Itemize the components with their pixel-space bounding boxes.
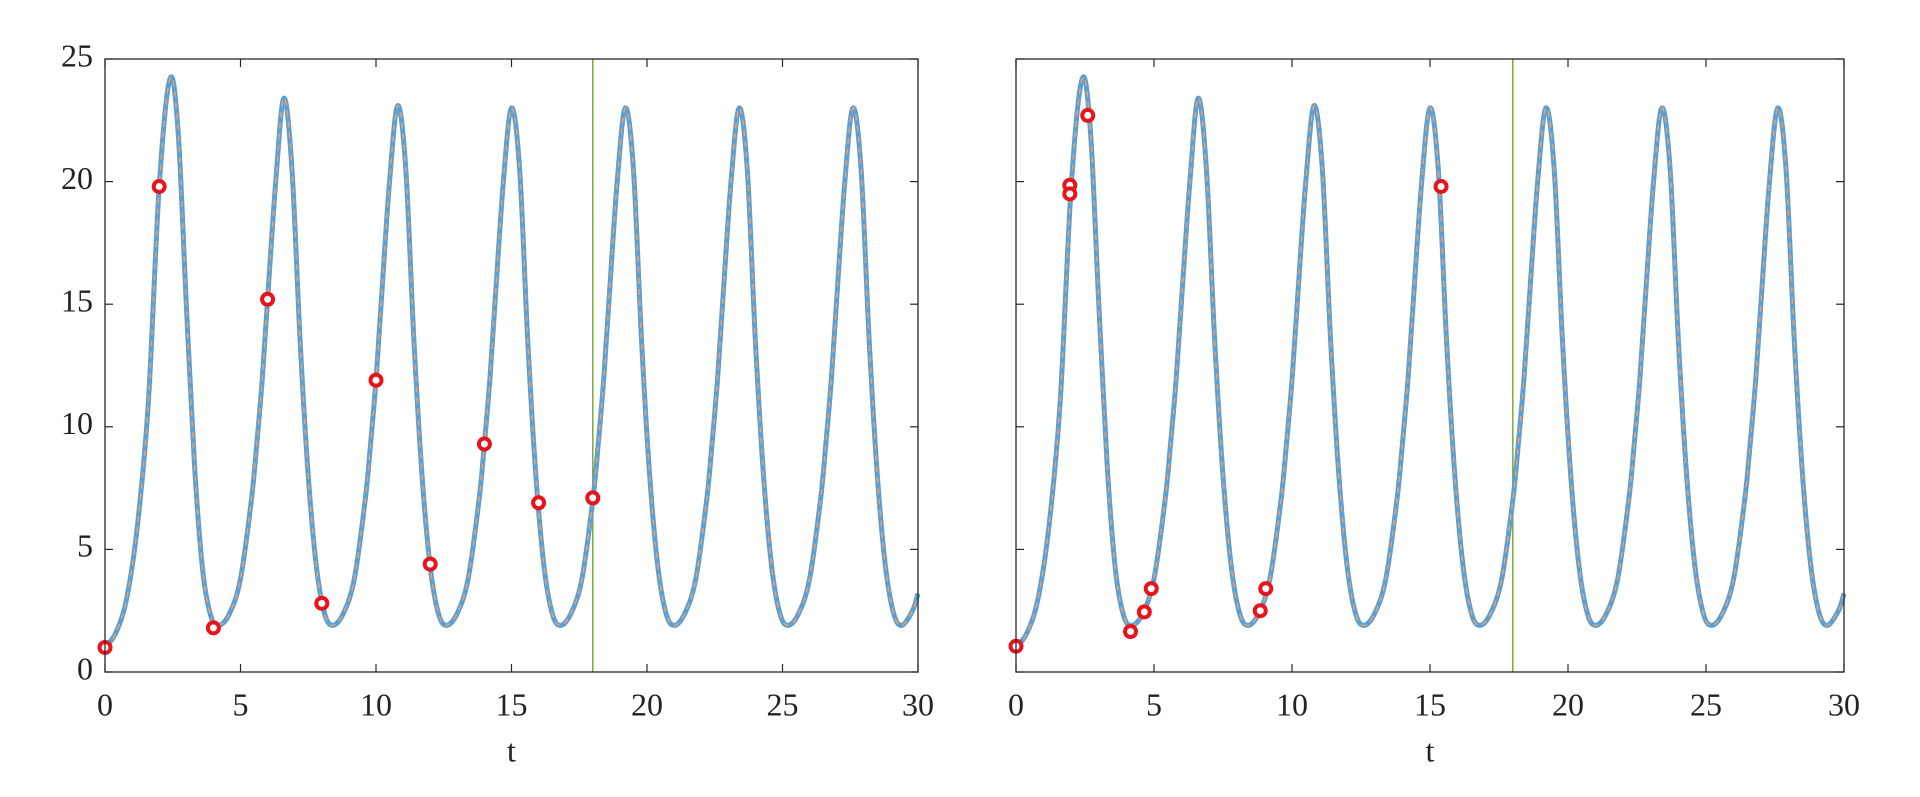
data-point — [1136, 604, 1152, 620]
x-tick-label: 5 — [1146, 686, 1162, 722]
y-tick-label: 25 — [61, 37, 93, 73]
data-point — [368, 372, 384, 388]
data-point — [585, 490, 601, 506]
x-tick-label: 0 — [97, 686, 113, 722]
data-point — [205, 620, 221, 636]
data-point — [1080, 107, 1096, 123]
y-tick-label: 0 — [77, 650, 93, 686]
x-tick-label: 25 — [1690, 686, 1722, 722]
axes-frame — [104, 58, 919, 673]
x-tick-label: 5 — [233, 686, 249, 722]
x-tick-label: 25 — [767, 686, 799, 722]
x-tick-label: 30 — [902, 686, 934, 722]
x-tick-label: 15 — [1414, 686, 1446, 722]
data-point — [1258, 581, 1274, 597]
data-point — [1252, 603, 1268, 619]
y-tick-label: 5 — [77, 528, 93, 564]
data-point — [1143, 581, 1159, 597]
y-tick-label: 20 — [61, 160, 93, 196]
data-point — [476, 436, 492, 452]
axes-frame — [1015, 58, 1845, 673]
y-tick-label: 15 — [61, 283, 93, 319]
data-point — [531, 495, 547, 511]
data-point — [1433, 179, 1449, 195]
data-point — [151, 179, 167, 195]
data-point — [314, 595, 330, 611]
y-tick-label: 10 — [61, 405, 93, 441]
x-tick-label: 15 — [496, 686, 528, 722]
data-point — [1062, 186, 1078, 202]
data-point — [260, 291, 276, 307]
curve-dashed — [104, 76, 919, 648]
x-tick-label: 20 — [631, 686, 663, 722]
data-point — [422, 556, 438, 572]
x-tick-label: 30 — [1828, 686, 1860, 722]
plot-area — [1016, 59, 1844, 672]
x-axis-label: t — [1426, 732, 1435, 768]
x-tick-label: 10 — [1276, 686, 1308, 722]
x-tick-label: 10 — [360, 686, 392, 722]
data-point — [1123, 624, 1139, 640]
x-axis-label: t — [507, 732, 516, 768]
x-tick-label: 0 — [1008, 686, 1024, 722]
axes: 0 5 10 15 20 25 30 t — [1008, 58, 1860, 768]
curve-dashed — [1015, 76, 1845, 648]
axes: 0 5 10 15 20 25 30 0 5 10 15 20 25 t — [61, 37, 934, 768]
x-tick-label: 20 — [1552, 686, 1584, 722]
plot-area — [105, 59, 918, 672]
